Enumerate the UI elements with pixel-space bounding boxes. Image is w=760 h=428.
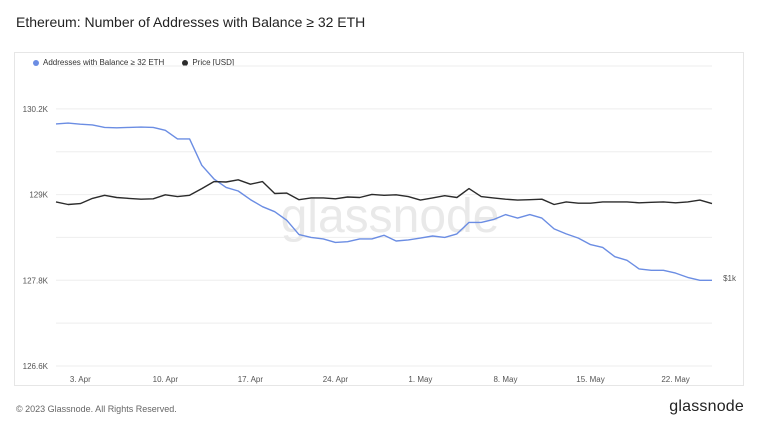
y-right-tick-label: $1k	[723, 274, 737, 283]
legend-label-addresses: Addresses with Balance ≥ 32 ETH	[43, 58, 165, 67]
brand-logo[interactable]: glassnode	[669, 398, 744, 415]
series-line-price	[55, 179, 713, 206]
x-tick-label: 1. May	[408, 375, 432, 384]
legend[interactable]: Addresses with Balance ≥ 32 ETH Price [U…	[33, 58, 234, 67]
plot-frame	[14, 52, 744, 386]
y-axis-right-ticks: $1k	[723, 274, 737, 283]
x-tick-label: 8. May	[493, 375, 517, 384]
legend-dot-price	[182, 59, 189, 66]
legend-item-price[interactable]: Price [USD]	[182, 58, 234, 67]
y-tick-label: 126.6K	[23, 362, 49, 371]
y-tick-label: 130.2K	[23, 105, 49, 114]
x-tick-label: 17. Apr	[238, 375, 264, 384]
y-tick-label: 129K	[29, 191, 48, 200]
legend-label-price: Price [USD]	[192, 58, 235, 67]
series-line-addresses	[55, 122, 712, 281]
x-axis-ticks: 3. Apr 10. Apr 17. Apr 24. Apr 1. May 8. May 1…	[70, 375, 690, 384]
x-tick-label: 24. Apr	[323, 375, 349, 384]
x-tick-label: 15. May	[576, 375, 604, 384]
legend-item-addresses[interactable]: Addresses with Balance ≥ 32 ETH	[33, 58, 164, 67]
y-axis-left-ticks: 130.2K 129K 127.8K 126.6K	[23, 105, 49, 371]
y-tick-label: 127.8K	[23, 276, 49, 285]
x-tick-label: 22. May	[661, 375, 689, 384]
chart-title: Ethereum: Number of Addresses with Balan…	[16, 14, 366, 30]
series-lines	[55, 122, 713, 281]
legend-dot-addresses	[33, 59, 39, 66]
x-tick-label: 10. Apr	[153, 375, 179, 384]
x-tick-label: 3. Apr	[70, 375, 91, 384]
copyright-footer: © 2023 Glassnode. All Rights Reserved.	[16, 404, 177, 414]
watermark: glassnode	[281, 190, 500, 243]
